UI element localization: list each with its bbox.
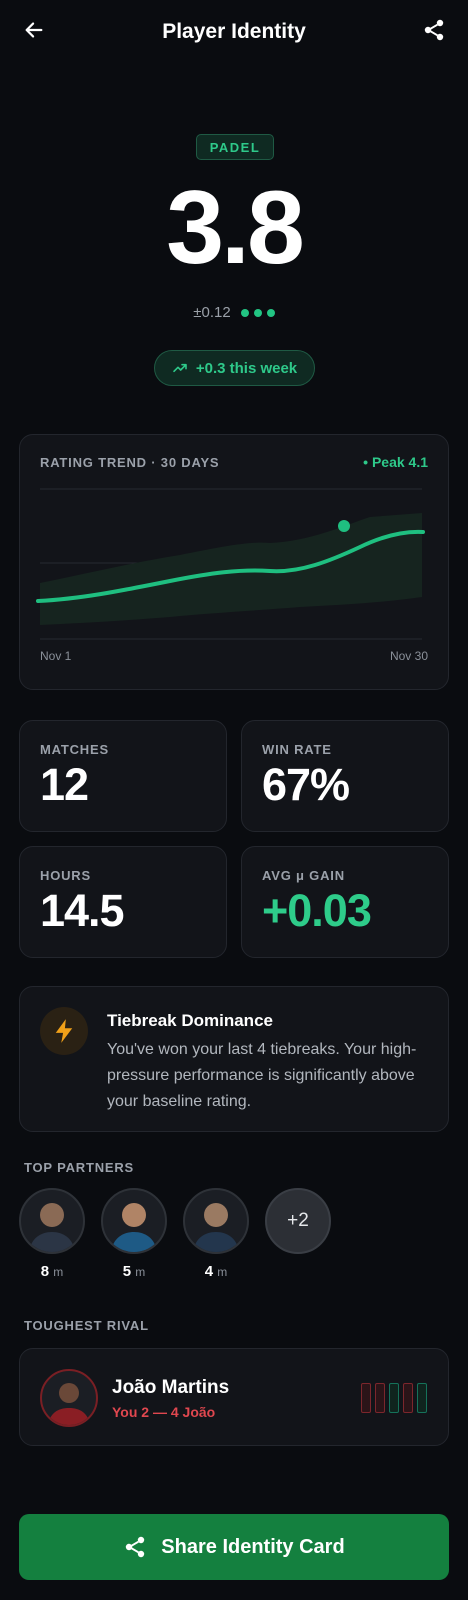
uncertainty-row: ±0.12 xyxy=(0,304,468,321)
avatar-person-icon xyxy=(111,1203,157,1252)
share-icon xyxy=(424,19,444,41)
partner-avatar[interactable] xyxy=(19,1188,85,1254)
rival-card[interactable]: João Martins You 2 — 4 João xyxy=(19,1348,449,1446)
share-button-label: Share Identity Card xyxy=(161,1535,345,1558)
lightning-bolt-icon xyxy=(55,1019,73,1043)
weekly-change-text: +0.3 this week xyxy=(195,359,298,377)
confidence-dots xyxy=(240,308,275,317)
more-partners-button[interactable]: +2 xyxy=(265,1188,331,1254)
stat-value: 67% xyxy=(262,759,350,810)
share-icon xyxy=(126,1536,145,1558)
back-button[interactable] xyxy=(16,12,52,48)
peak-point xyxy=(338,520,350,532)
stat-label: HOURS xyxy=(40,868,91,883)
uncertainty-value: ±0.12 xyxy=(193,304,231,321)
trend-label: RATING TREND · 30 DAYS xyxy=(40,455,220,470)
result-loss xyxy=(403,1383,413,1413)
stat-card-matches: MATCHES 12 xyxy=(19,720,227,832)
rating-value: 3.8 xyxy=(166,170,305,286)
stat-label: AVG μ GAIN xyxy=(262,868,345,883)
rival-results xyxy=(361,1383,427,1413)
trending-up-icon xyxy=(173,363,187,373)
stat-label: MATCHES xyxy=(40,742,109,757)
partner-avatar[interactable] xyxy=(101,1188,167,1254)
stat-value: 12 xyxy=(40,759,89,810)
rival-name: João Martins xyxy=(112,1377,230,1398)
trend-chart xyxy=(36,488,425,640)
avatar-person-icon xyxy=(29,1203,75,1252)
insight-title: Tiebreak Dominance xyxy=(107,1011,273,1030)
weekly-change-pill: +0.3 this week xyxy=(154,350,315,386)
stat-value: +0.03 xyxy=(262,885,372,936)
partner-match-count: 8 m xyxy=(40,1263,64,1280)
rival-avatar xyxy=(40,1369,98,1427)
avatar-person-icon xyxy=(48,1383,90,1425)
insight-body: You've won your last 4 tiebreaks. Your h… xyxy=(107,1041,417,1110)
rating-trend-card: RATING TREND · 30 DAYS • Peak 4.1 Nov 1 … xyxy=(19,434,449,690)
arrow-left-icon xyxy=(25,22,43,38)
partner-match-count: 4 m xyxy=(204,1263,228,1280)
toughest-rival-label: TOUGHEST RIVAL xyxy=(24,1318,149,1333)
result-win xyxy=(417,1383,427,1413)
partner-avatar[interactable] xyxy=(183,1188,249,1254)
x-axis-end: Nov 30 xyxy=(389,649,428,663)
stat-card-hours: HOURS 14.5 xyxy=(19,846,227,958)
peak-label: • Peak 4.1 xyxy=(363,454,428,470)
rival-score: You 2 — 4 João xyxy=(112,1404,216,1420)
page-title: Player Identity xyxy=(162,20,306,43)
insight-icon-wrap xyxy=(40,1007,88,1055)
share-identity-card-button[interactable]: Share Identity Card xyxy=(19,1514,449,1580)
x-axis-start: Nov 1 xyxy=(40,649,72,663)
confidence-band xyxy=(40,513,422,625)
stat-card-avg-gain: AVG μ GAIN +0.03 xyxy=(241,846,449,958)
insight-card: Tiebreak Dominance You've won your last … xyxy=(19,986,449,1132)
partner-match-count: 5 m xyxy=(122,1263,146,1280)
top-partners-label: TOP PARTNERS xyxy=(24,1160,135,1175)
stat-card-win-rate: WIN RATE 67% xyxy=(241,720,449,832)
stat-label: WIN RATE xyxy=(262,742,332,757)
result-win xyxy=(389,1383,399,1413)
avatar-person-icon xyxy=(193,1203,239,1252)
result-loss xyxy=(375,1383,385,1413)
share-header-button[interactable] xyxy=(416,12,452,48)
result-loss xyxy=(361,1383,371,1413)
stat-value: 14.5 xyxy=(40,885,125,936)
sport-badge: PADEL xyxy=(196,134,274,160)
rating-line xyxy=(36,529,425,603)
